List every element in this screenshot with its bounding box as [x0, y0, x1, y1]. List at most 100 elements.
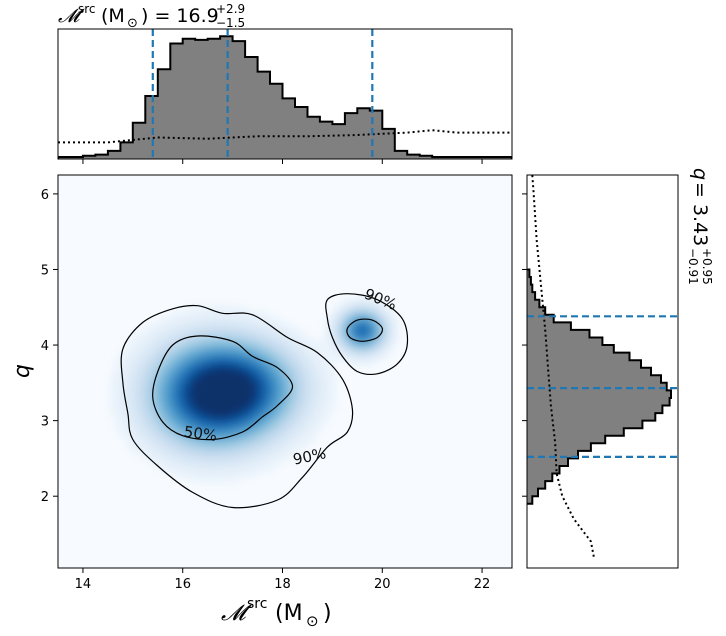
density-cell: [273, 382, 280, 389]
density-cell: [188, 427, 195, 434]
density-cell: [228, 416, 235, 423]
density-cell: [245, 315, 252, 322]
density-cell: [239, 393, 246, 401]
density-cell: [267, 416, 275, 423]
density-cell: [256, 326, 263, 333]
density-cell: [285, 393, 292, 401]
density-cell: [177, 315, 184, 322]
density-cell: [205, 399, 212, 406]
density-cell: [143, 405, 150, 412]
density-cell: [324, 405, 332, 412]
density-cell: [114, 382, 122, 389]
density-cell: [375, 326, 383, 333]
density-cell: [171, 326, 178, 333]
density-cell: [370, 343, 377, 350]
density-cell: [171, 349, 178, 356]
density-cell: [279, 393, 286, 401]
density-cell: [267, 320, 275, 328]
density-cell: [336, 304, 343, 311]
density-cell: [114, 388, 122, 395]
density-cell: [148, 405, 156, 412]
density-cell: [239, 466, 246, 474]
density-cell: [131, 332, 139, 339]
density-cell: [188, 461, 195, 468]
density-cell: [211, 438, 218, 446]
density-cell: [165, 455, 173, 462]
density-cell: [211, 343, 218, 350]
top-hist-bar: [207, 38, 221, 159]
density-cell: [245, 388, 252, 395]
density-cell: [216, 320, 224, 328]
density-cell: [273, 371, 280, 378]
density-cell: [381, 304, 388, 311]
density-cell: [211, 349, 218, 356]
density-cell: [228, 422, 235, 429]
density-cell: [245, 320, 252, 328]
density-cell: [245, 337, 252, 345]
density-cell: [109, 377, 116, 384]
density-cell: [262, 427, 269, 434]
density-cell: [109, 405, 116, 412]
density-cell: [245, 349, 252, 356]
density-cell: [131, 399, 139, 406]
density-cell: [370, 332, 377, 339]
density-cell: [381, 349, 388, 356]
top-hist-bar: [82, 155, 96, 159]
density-cell: [250, 433, 258, 440]
density-cell: [302, 382, 309, 389]
density-cell: [267, 343, 275, 350]
density-cell: [347, 326, 354, 333]
density-cell: [194, 466, 201, 474]
density-cell: [330, 377, 337, 384]
density-cell: [165, 450, 173, 457]
density-cell: [250, 382, 258, 389]
density-cell: [358, 320, 366, 328]
density-cell: [160, 349, 167, 356]
density-cell: [188, 304, 195, 311]
density-cell: [256, 354, 263, 361]
density-cell: [324, 410, 332, 418]
density-cell: [364, 360, 371, 367]
density-cell: [313, 399, 320, 406]
density-cell: [228, 360, 235, 367]
density-cell: [381, 332, 388, 339]
top-hist-bar: [157, 69, 171, 159]
xlabel-src-superscript: src: [247, 596, 267, 612]
density-cell: [216, 450, 224, 457]
density-cell: [182, 438, 190, 446]
density-cell: [177, 337, 184, 345]
density-cell: [194, 320, 201, 328]
density-cell: [165, 416, 173, 423]
top-hist-bar: [257, 71, 271, 159]
density-cell: [302, 354, 309, 361]
density-cell: [307, 349, 314, 356]
density-cell: [216, 399, 224, 406]
density-cell: [131, 393, 139, 401]
density-cell: [364, 326, 371, 333]
density-cell: [387, 349, 394, 356]
density-cell: [205, 472, 212, 479]
density-cell: [302, 422, 309, 429]
density-cell: [120, 433, 127, 440]
density-cell: [307, 433, 314, 440]
density-cell: [285, 422, 292, 429]
density-cell: [165, 399, 173, 406]
density-cell: [171, 365, 178, 373]
x-axis-label: 𝓜 src (M ⊙ ): [221, 596, 332, 630]
density-cell: [154, 337, 161, 345]
density-cell: [165, 349, 173, 356]
density-cell: [267, 461, 275, 468]
density-cell: [109, 382, 116, 389]
density-cell: [211, 304, 218, 311]
density-cell: [228, 326, 235, 333]
density-cell: [199, 427, 207, 434]
density-cell: [302, 360, 309, 367]
density-cell: [211, 427, 218, 434]
x-tick-label: 18: [274, 577, 291, 592]
density-cell: [148, 371, 156, 378]
density-cell: [387, 326, 394, 333]
density-cell: [222, 478, 229, 485]
right-hist-bar: [527, 398, 670, 406]
density-cell: [188, 410, 195, 418]
density-cell: [131, 365, 139, 373]
